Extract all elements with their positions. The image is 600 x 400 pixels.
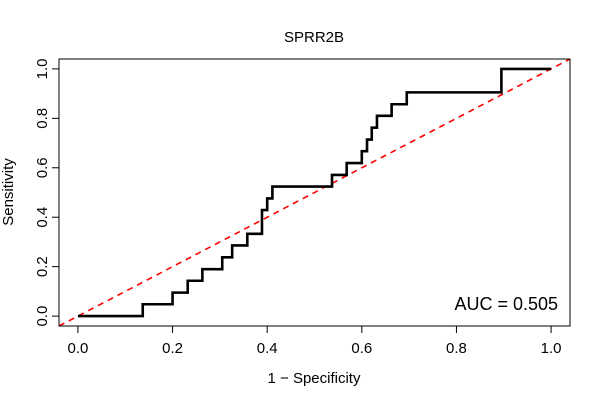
x-tick-label: 0.0 (67, 340, 88, 357)
x-tick-label: 0.6 (351, 340, 372, 357)
y-tick-label: 0.8 (34, 108, 51, 129)
y-axis: 0.0 0.2 0.4 0.6 0.8 1.0 (34, 58, 60, 327)
auc-annotation: AUC = 0.505 (454, 294, 558, 314)
chance-line (58, 58, 571, 327)
x-tick-label: 0.8 (446, 340, 467, 357)
x-tick-label: 0.4 (257, 340, 278, 357)
x-axis: 0.0 0.2 0.4 0.6 0.8 1.0 (67, 325, 562, 357)
y-tick-label: 0.2 (34, 256, 51, 277)
y-tick-label: 0.4 (34, 207, 51, 228)
x-tick-label: 0.2 (162, 340, 183, 357)
roc-curve-line (77, 67, 552, 318)
chart-title: SPRR2B (284, 29, 344, 46)
x-axis-title: 1 − Specificity (268, 370, 361, 387)
y-tick-label: 0.6 (34, 157, 51, 178)
y-axis-title: Sensitivity (0, 158, 17, 226)
y-tick-label: 1.0 (34, 58, 51, 79)
y-tick-label: 0.0 (34, 306, 51, 327)
x-tick-label: 1.0 (541, 340, 562, 357)
